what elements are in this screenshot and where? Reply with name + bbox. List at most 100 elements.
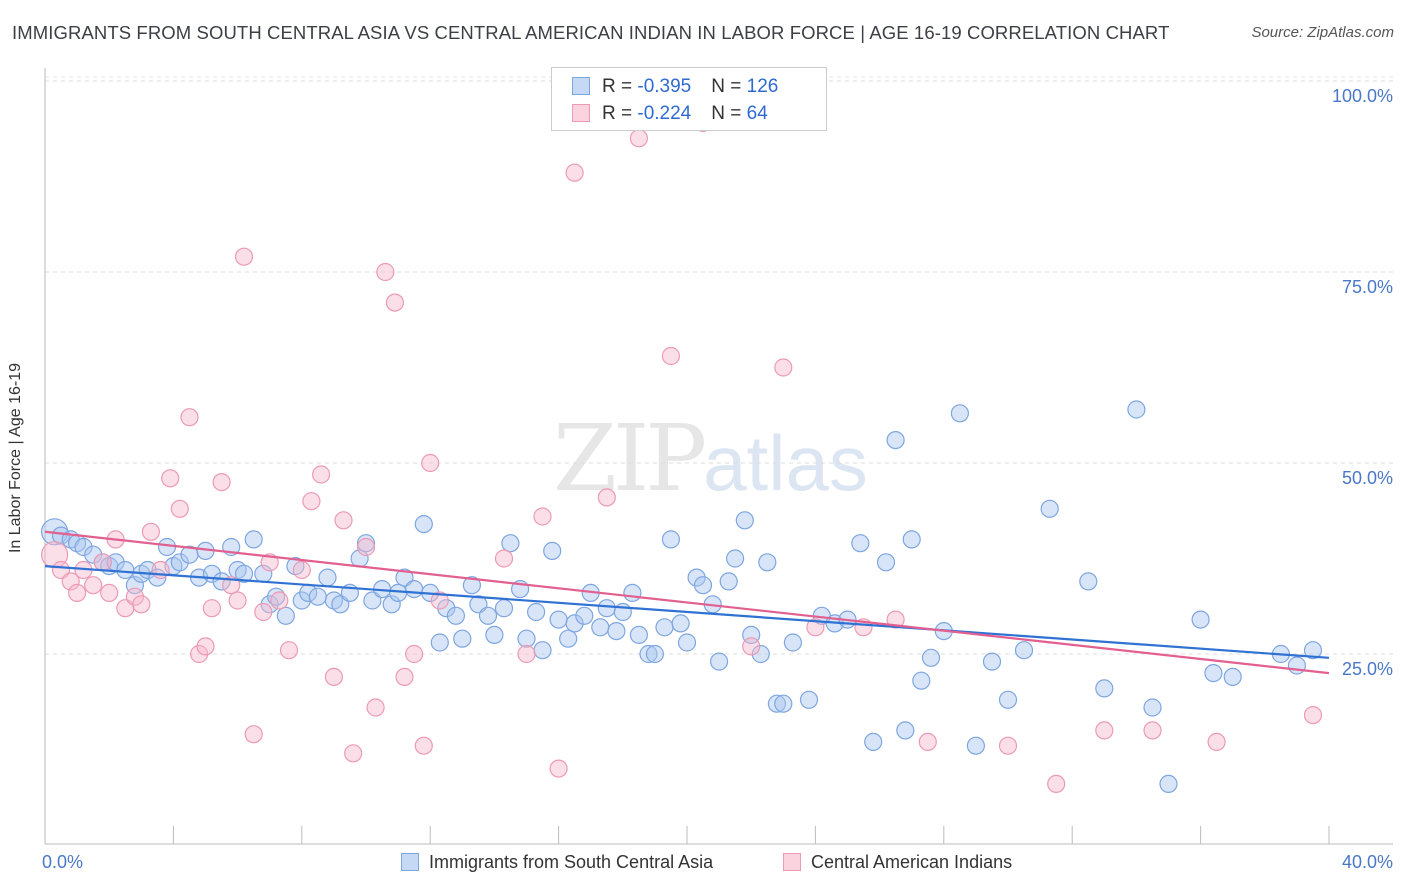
pink-point xyxy=(356,537,376,557)
pink-point xyxy=(1207,732,1226,752)
pink-point xyxy=(918,732,937,752)
blue-point xyxy=(1014,641,1034,660)
blue-point xyxy=(244,530,263,549)
blue-point xyxy=(912,671,931,690)
blue-point xyxy=(597,599,616,618)
blue-point xyxy=(51,526,71,545)
bottom-legend-swatch-blue xyxy=(401,853,419,871)
pink-point xyxy=(212,473,231,492)
correlation-legend: R = -0.395 N = 126 R = -0.224 N = 64 xyxy=(551,67,827,131)
pink-point xyxy=(1303,705,1323,725)
legend-r-label-blue: R = xyxy=(602,76,638,97)
blue-point xyxy=(758,553,777,572)
blue-trend-line xyxy=(44,565,1330,659)
blue-point xyxy=(170,553,189,572)
blue-point xyxy=(116,560,135,580)
blue-point xyxy=(774,694,793,713)
blue-point xyxy=(671,614,690,633)
blue-point xyxy=(709,652,729,671)
pink-point xyxy=(806,618,825,637)
pink-point xyxy=(222,576,241,595)
blue-point xyxy=(356,534,376,553)
pink-point xyxy=(270,591,289,610)
blue-point xyxy=(1143,698,1162,717)
pink-point xyxy=(324,667,343,687)
pink-point xyxy=(202,599,221,618)
blue-point xyxy=(783,633,803,652)
pink-point xyxy=(234,247,254,266)
blue-point xyxy=(966,736,986,755)
blue-point xyxy=(921,648,941,667)
pink-point xyxy=(565,163,584,182)
bottom-legend-swatch-pink xyxy=(783,853,801,871)
y-tick-75: 75.0% xyxy=(1341,277,1393,297)
pink-point xyxy=(517,644,536,664)
pink-point xyxy=(67,583,87,603)
blue-point xyxy=(1127,400,1146,419)
blue-point xyxy=(886,431,905,450)
blue-point xyxy=(639,644,658,664)
blue-point xyxy=(902,530,921,549)
blue-point xyxy=(851,534,870,553)
pink-point xyxy=(549,759,568,778)
blue-point xyxy=(950,404,970,423)
chart-title: IMMIGRANTS FROM SOUTH CENTRAL ASIA VS CE… xyxy=(12,22,1170,43)
pink-point xyxy=(84,576,103,595)
legend-swatch-pink xyxy=(572,104,590,122)
pink-point xyxy=(661,346,681,366)
legend-row-blue: R = -0.395 N = 126 xyxy=(572,76,778,100)
legend-r-label-pink: R = xyxy=(602,103,638,124)
blue-point xyxy=(767,694,787,713)
pink-point xyxy=(312,465,331,484)
blue-point xyxy=(575,606,594,625)
blue-point xyxy=(1223,667,1242,687)
legend-swatch-blue xyxy=(572,77,590,95)
y-axis-label: In Labor Force | Age 16-19 xyxy=(7,362,24,554)
pink-point xyxy=(151,560,170,580)
blue-point xyxy=(645,644,665,664)
pink-point xyxy=(190,644,209,664)
pink-point xyxy=(405,644,424,664)
pink-point xyxy=(344,744,363,763)
bottom-legend-label-blue: Immigrants from South Central Asia xyxy=(429,852,714,872)
x-tick-max: 40.0% xyxy=(1341,852,1393,872)
blue-point xyxy=(751,644,770,664)
pink-point xyxy=(170,499,189,518)
pink-point xyxy=(774,358,793,377)
bottom-legend-label-pink: Central American Indians xyxy=(811,852,1013,872)
watermark-zip: ZIP xyxy=(553,405,707,512)
blue-point xyxy=(719,572,738,591)
blue-point xyxy=(735,511,754,530)
x-tick-min: 0.0% xyxy=(42,852,84,872)
legend-n-value-pink: 64 xyxy=(746,103,768,124)
blue-point xyxy=(799,690,819,709)
pink-point xyxy=(376,262,395,282)
blue-point xyxy=(382,595,401,614)
pink-point xyxy=(292,560,311,580)
legend-row-pink: R = -0.224 N = 64 xyxy=(572,103,768,127)
pink-point xyxy=(196,637,215,656)
blue-point xyxy=(559,629,578,648)
blue-point xyxy=(318,568,337,587)
pink-point xyxy=(61,572,80,591)
bottom-legend-pink: Central American Indians xyxy=(783,852,1012,873)
blue-point xyxy=(687,568,706,587)
blue-point xyxy=(276,606,295,625)
blue-point xyxy=(494,599,514,618)
pink-point xyxy=(430,591,449,610)
legend-n-label-blue: N = xyxy=(711,76,747,97)
blue-point xyxy=(725,549,745,568)
blue-point xyxy=(478,606,498,625)
blue-point xyxy=(1191,610,1210,629)
pink-point xyxy=(421,453,440,473)
blue-point xyxy=(1204,663,1223,683)
source-label: Source: ZipAtlas.com xyxy=(1251,24,1394,41)
blue-point xyxy=(533,641,552,660)
blue-point xyxy=(998,690,1018,709)
pink-point xyxy=(998,736,1018,755)
pink-point xyxy=(132,595,151,614)
blue-point xyxy=(234,564,254,583)
blue-point xyxy=(517,629,536,648)
blue-point xyxy=(565,614,584,633)
blue-point xyxy=(1287,656,1307,675)
